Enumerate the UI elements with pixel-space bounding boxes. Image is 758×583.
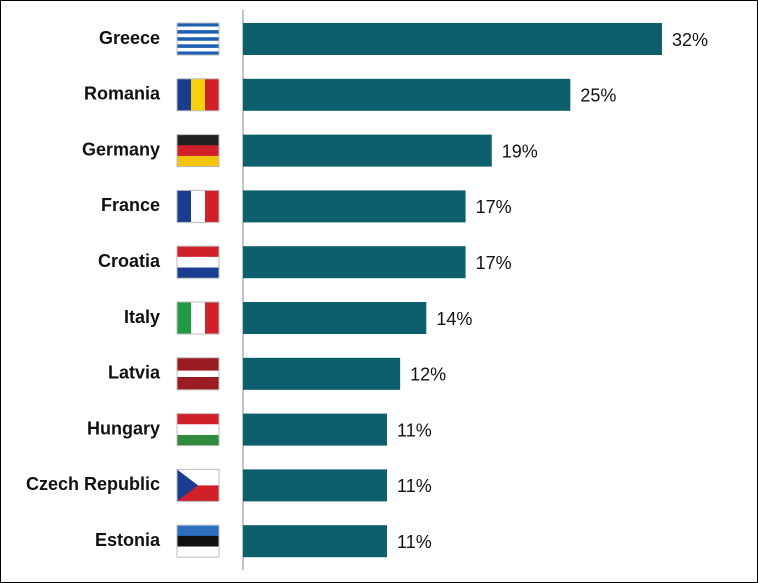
value-label: 12%	[410, 365, 446, 385]
value-label: 11%	[397, 532, 432, 552]
flag-stripe	[177, 357, 219, 365]
flag-stripe	[177, 413, 219, 425]
flag-icon	[176, 78, 220, 112]
value-label: 11%	[397, 420, 432, 440]
flag-icon	[176, 301, 220, 335]
bar	[243, 525, 388, 558]
flag-border	[176, 189, 220, 223]
flag-stripe	[177, 383, 219, 391]
flag-border	[176, 357, 220, 391]
flag-stripe	[177, 364, 219, 371]
flag-icon	[176, 357, 220, 391]
value-label: 17%	[476, 253, 512, 273]
flag-icon	[176, 413, 220, 447]
value-label: 17%	[476, 197, 512, 217]
flag-stripe	[177, 78, 192, 111]
flag-stripe	[177, 370, 219, 378]
flag-stripe	[177, 47, 219, 52]
flag-border	[176, 524, 220, 558]
bar	[243, 469, 388, 502]
flag-stripe	[205, 78, 220, 111]
flag-icon	[176, 22, 220, 56]
value-label: 25%	[580, 86, 616, 106]
flag-border	[176, 301, 220, 335]
flag-border	[176, 22, 220, 56]
flag-stripe	[177, 434, 219, 446]
flag-border	[176, 78, 220, 112]
y-tick-label: Estonia	[95, 530, 161, 550]
flag-icon	[176, 189, 220, 223]
flag-stripe	[177, 302, 192, 334]
flag-stripe	[177, 30, 219, 34]
flag-stripe	[177, 145, 219, 157]
flag-stripe	[177, 267, 219, 279]
flag-border	[176, 245, 220, 279]
flag-border	[176, 134, 220, 168]
bar	[243, 413, 388, 446]
value-label: 19%	[502, 141, 538, 161]
bar	[243, 23, 662, 55]
y-tick-label: Hungary	[87, 418, 160, 438]
y-tick-label: Italy	[124, 307, 160, 327]
flag-icon	[176, 245, 220, 279]
flag-stripe	[177, 190, 192, 223]
flag-stripe	[191, 302, 206, 334]
flag-stripe	[177, 535, 219, 547]
flag-stripe	[177, 51, 219, 56]
y-tick-label: Greece	[99, 28, 160, 48]
y-tick-label: France	[101, 195, 160, 215]
flag-stripe	[177, 44, 219, 49]
flag-icon	[176, 468, 220, 502]
flag-icon	[176, 524, 220, 558]
bar	[243, 78, 571, 111]
y-tick-label: Croatia	[98, 251, 161, 271]
value-label: 32%	[672, 30, 708, 50]
bar	[243, 190, 466, 223]
flag-stripe	[177, 424, 219, 436]
y-tick-label: Romania	[84, 84, 161, 104]
flag-stripe	[191, 190, 206, 223]
flag-border	[176, 468, 220, 502]
flag-stripe	[205, 190, 220, 223]
flag-stripe	[191, 78, 206, 111]
y-tick-label: Latvia	[108, 363, 161, 383]
flag-stripe	[177, 26, 219, 31]
y-tick-label: Germany	[82, 139, 160, 159]
value-label: 14%	[436, 309, 472, 329]
flag-stripe	[177, 155, 219, 167]
bar	[243, 246, 466, 279]
flag-stripe	[177, 33, 219, 38]
bar	[243, 302, 427, 334]
bar	[243, 134, 492, 167]
flag-stripe	[177, 37, 219, 42]
bar	[243, 357, 401, 390]
flag-stripe	[177, 134, 219, 146]
flag-stripe	[177, 377, 219, 384]
y-tick-label: Czech Republic	[26, 474, 160, 494]
flag-icon	[176, 134, 220, 168]
flag-stripe	[177, 525, 219, 537]
flag-triangle	[177, 469, 198, 502]
flag-stripe	[177, 546, 219, 558]
flag-stripe	[205, 302, 220, 334]
value-label: 11%	[397, 476, 432, 496]
flag-stripe	[177, 256, 219, 268]
flag-stripe	[177, 246, 219, 258]
flag-stripe	[177, 23, 219, 27]
flag-border	[176, 413, 220, 447]
flag-stripe	[177, 40, 219, 45]
